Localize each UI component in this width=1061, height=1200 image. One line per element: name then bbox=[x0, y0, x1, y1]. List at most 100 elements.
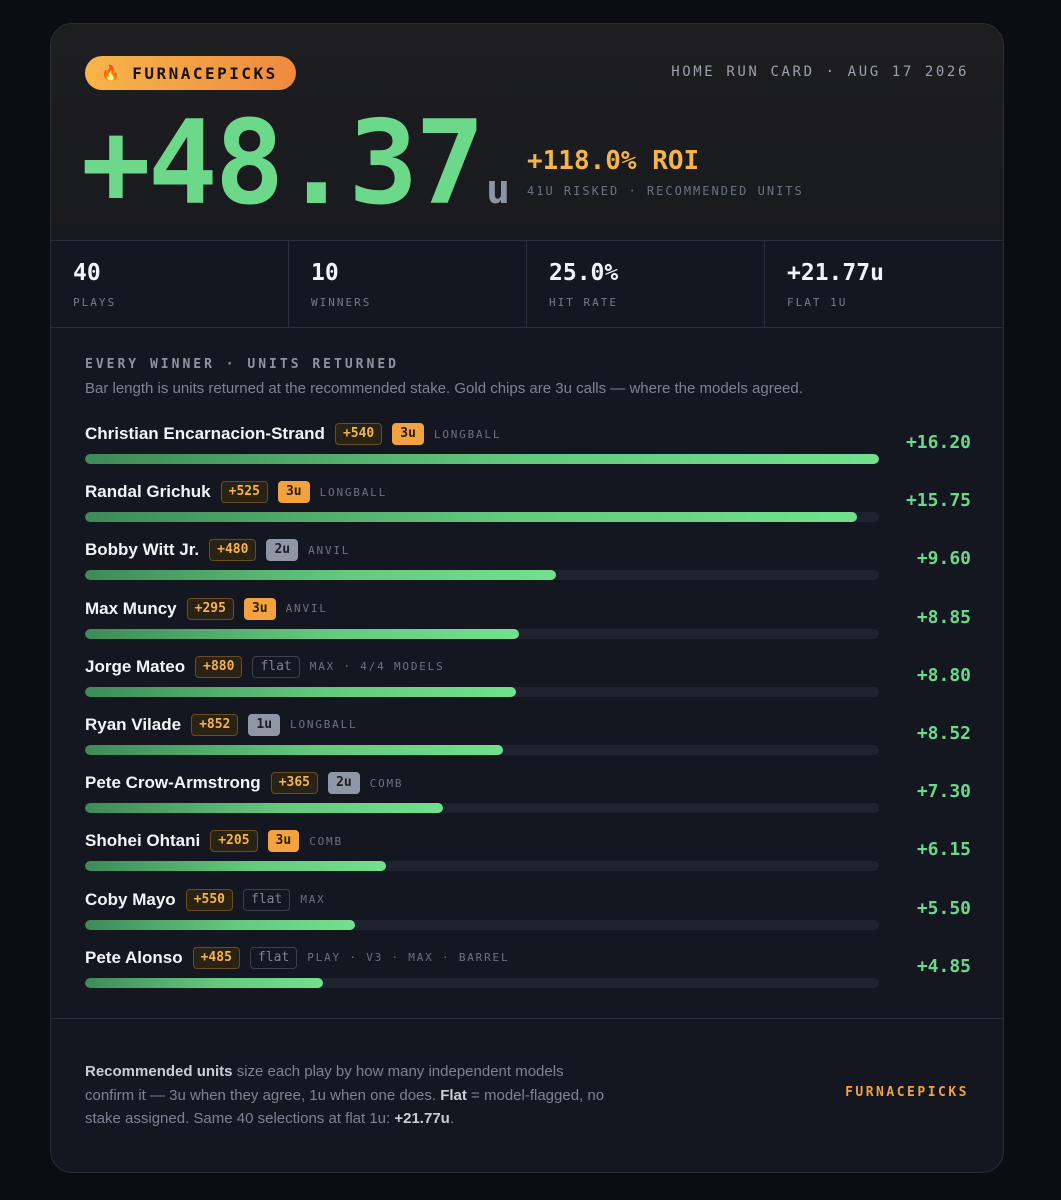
player-name: Jorge Mateo bbox=[85, 656, 186, 676]
odds-chip: +205 bbox=[210, 830, 258, 853]
winner-header: Pete Alonso +485 flat PLAY · V3 · MAX · BAR… bbox=[85, 946, 509, 970]
brand-badge: 🔥 FURNACEPICKS bbox=[85, 56, 296, 90]
winner-row: Bobby Witt Jr. +480 2u ANVIL +9.60 bbox=[85, 536, 971, 594]
model-tag: MAX bbox=[300, 893, 326, 906]
bar-fill bbox=[85, 744, 503, 755]
winner-header: Randal Grichuk +525 3u LONGBALL bbox=[85, 480, 387, 504]
units-returned: +4.85 bbox=[916, 955, 971, 977]
stat-winners: 10 WINNERS bbox=[289, 241, 527, 327]
bar-fill bbox=[85, 686, 517, 697]
model-tag: MAX · 4/4 MODELS bbox=[309, 660, 445, 674]
stake-chip: flat bbox=[252, 655, 300, 678]
bar-fill bbox=[85, 512, 857, 523]
bar-track bbox=[85, 512, 879, 523]
winner-row: Randal Grichuk +525 3u LONGBALL +15.75 bbox=[85, 478, 971, 536]
stake-chip: 1u bbox=[248, 713, 281, 736]
winner-header: Christian Encarnacion-Strand +540 3u LONGBA… bbox=[85, 422, 501, 446]
stake-chip: 3u bbox=[277, 481, 310, 504]
player-name: Randal Grichuk bbox=[85, 482, 211, 502]
footer-end: . bbox=[449, 1110, 454, 1127]
model-tag: COMB bbox=[309, 834, 343, 848]
stat-hit-rate: 25.0% HIT RATE bbox=[527, 241, 765, 327]
winners-list: Christian Encarnacion-Strand +540 3u LONGBA… bbox=[85, 420, 971, 1002]
model-tag: PLAY · V3 · MAX · BARREL bbox=[307, 951, 510, 965]
model-tag: ANVIL bbox=[308, 543, 351, 557]
footer-flat-total: +21.77u bbox=[394, 1110, 450, 1127]
stat-value: 40 bbox=[73, 260, 101, 286]
units-returned: +15.75 bbox=[905, 490, 971, 512]
section-subtitle: Bar length is units returned at the reco… bbox=[85, 380, 803, 397]
units-returned: +8.80 bbox=[916, 664, 971, 686]
bar-track bbox=[85, 744, 879, 755]
bar-fill bbox=[85, 803, 443, 814]
bar-track bbox=[85, 628, 879, 639]
winner-row: Christian Encarnacion-Strand +540 3u LONGBA… bbox=[85, 420, 971, 478]
odds-chip: +525 bbox=[220, 481, 268, 504]
player-name: Coby Mayo bbox=[85, 889, 176, 909]
stake-chip: flat bbox=[249, 946, 298, 969]
stats-bar: 40 PLAYS 10 WINNERS 25.0% HIT RATE +21.7… bbox=[51, 241, 1003, 328]
odds-chip: +365 bbox=[270, 772, 318, 795]
footer-term-flat: Flat bbox=[440, 1086, 467, 1104]
footer-text-2: = model-flagged, no stake assigned. Same… bbox=[85, 1086, 605, 1128]
bar-fill bbox=[85, 628, 519, 639]
units-suffix: u bbox=[486, 167, 511, 213]
model-tag: COMB bbox=[369, 776, 404, 790]
units-returned: +8.85 bbox=[916, 606, 971, 628]
odds-chip: +485 bbox=[192, 946, 240, 969]
player-name: Christian Encarnacion-Strand bbox=[85, 424, 325, 443]
home-run-card: 🔥 FURNACEPICKS HOME RUN CARD · AUG 17 20… bbox=[50, 23, 1004, 1173]
bar-track bbox=[85, 570, 879, 581]
units-returned: +9.60 bbox=[916, 548, 971, 570]
stat-label: HIT RATE bbox=[549, 296, 618, 309]
roi-value: +118.0% ROI bbox=[527, 146, 700, 176]
stake-chip: 2u bbox=[328, 772, 360, 795]
stat-value: 10 bbox=[311, 260, 339, 286]
player-name: Pete Alonso bbox=[85, 947, 183, 967]
odds-chip: +295 bbox=[186, 597, 234, 620]
bar-track bbox=[85, 686, 879, 697]
bar-track bbox=[85, 803, 879, 814]
player-name: Pete Crow-Armstrong bbox=[85, 773, 261, 793]
stat-flat-1u: +21.77u FLAT 1U bbox=[765, 241, 1003, 327]
stake-chip: flat bbox=[243, 888, 291, 911]
winner-row: Shohei Ohtani +205 3u COMB +6.15 bbox=[85, 827, 971, 885]
stat-plays: 40 PLAYS bbox=[51, 241, 289, 327]
winner-header: Pete Crow-Armstrong +365 2u COMB bbox=[85, 771, 403, 795]
units-returned: +16.20 bbox=[905, 432, 971, 453]
model-tag: LONGBALL bbox=[319, 485, 387, 499]
footer-note: Recommended units size each play by how … bbox=[85, 1060, 615, 1131]
footer-brand: FURNACEPICKS bbox=[845, 1085, 969, 1100]
bar-fill bbox=[85, 454, 879, 464]
stat-value: 25.0% bbox=[549, 260, 619, 286]
model-tag: ANVIL bbox=[285, 602, 328, 616]
total-units: +48.37 u bbox=[81, 104, 510, 250]
player-name: Ryan Vilade bbox=[85, 714, 182, 734]
bar-track bbox=[85, 454, 879, 464]
bar-track bbox=[85, 977, 879, 988]
stat-label: FLAT 1U bbox=[787, 296, 848, 309]
bar-track bbox=[85, 919, 879, 930]
odds-chip: +540 bbox=[334, 423, 383, 445]
footer-text-1: size each play by how many independent m… bbox=[85, 1063, 564, 1104]
stake-chip: 3u bbox=[243, 597, 276, 620]
odds-chip: +550 bbox=[185, 888, 233, 911]
bar-fill bbox=[85, 861, 387, 872]
winner-row: Ryan Vilade +852 1u LONGBALL +8.52 bbox=[85, 711, 971, 769]
winner-header: Shohei Ohtani +205 3u COMB bbox=[85, 829, 343, 853]
footer-term-recommended: Recommended units bbox=[85, 1063, 233, 1080]
brand-name: FURNACEPICKS bbox=[132, 63, 278, 83]
winner-header: Max Muncy +295 3u ANVIL bbox=[85, 597, 328, 621]
odds-chip: +480 bbox=[209, 539, 257, 562]
risk-line: 41U RISKED · RECOMMENDED UNITS bbox=[527, 184, 804, 198]
winner-row: Pete Crow-Armstrong +365 2u COMB +7.30 bbox=[85, 769, 971, 827]
winner-row: Jorge Mateo +880 flat MAX · 4/4 MODELS +8.80 bbox=[85, 653, 971, 711]
winner-header: Coby Mayo +550 flat MAX bbox=[85, 888, 326, 912]
player-name: Max Muncy bbox=[85, 598, 177, 618]
card-title: HOME RUN CARD · AUG 17 2026 bbox=[671, 64, 969, 80]
section-title: EVERY WINNER · UNITS RETURNED bbox=[85, 357, 399, 372]
bar-fill bbox=[85, 919, 355, 930]
stat-value: +21.77u bbox=[787, 260, 884, 286]
units-returned: +5.50 bbox=[916, 897, 971, 919]
stat-label: PLAYS bbox=[73, 296, 117, 309]
